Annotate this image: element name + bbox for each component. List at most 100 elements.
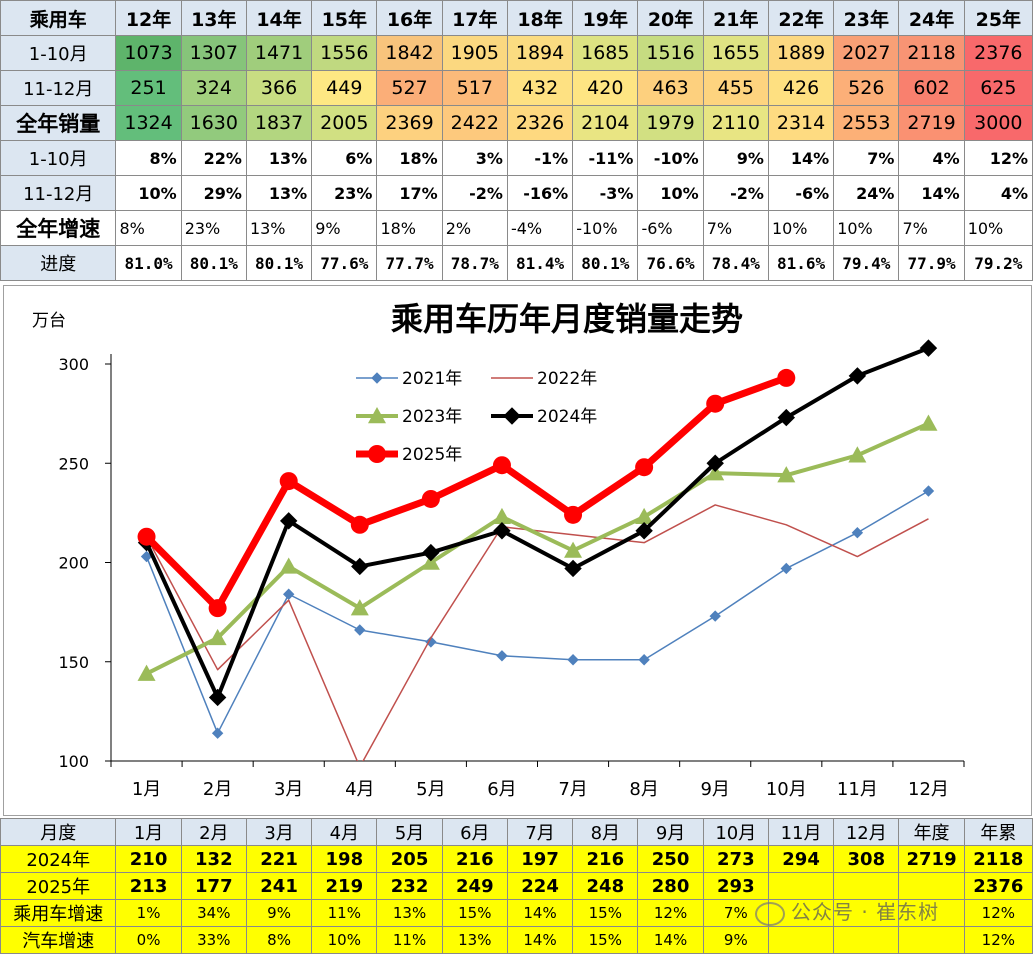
- progress-cell: 79.4%: [833, 245, 900, 281]
- volume-cell: 3000: [963, 105, 1034, 141]
- comparison-cell: 12%: [637, 899, 704, 927]
- year-header: 18年: [506, 0, 574, 36]
- row-label: 11-12月: [0, 175, 117, 211]
- growth-cell: -10%: [637, 140, 704, 176]
- watermark-text: 公众号 · 崔东树: [791, 900, 940, 924]
- data-point: [421, 489, 440, 508]
- data-point: [350, 599, 369, 616]
- growth-cell: 4%: [898, 140, 965, 176]
- comparison-cell: 224: [506, 872, 574, 900]
- comparison-cell: 2118: [963, 845, 1034, 873]
- data-point: [919, 339, 938, 357]
- year-header: 13年: [180, 0, 247, 36]
- volume-cell: 1073: [115, 35, 182, 71]
- growth-cell: 13%: [245, 175, 313, 211]
- year-header: 21年: [702, 0, 769, 36]
- month-header: 11月: [767, 818, 835, 846]
- x-tick-label: 9月: [700, 779, 729, 800]
- volume-cell: 1837: [245, 105, 313, 141]
- y-tick-label: 300: [58, 355, 89, 374]
- row-label: 1-10月: [0, 35, 117, 71]
- x-tick-label: 8月: [629, 779, 658, 800]
- volume-cell: 625: [963, 70, 1034, 106]
- y-axis-label: 万台: [32, 311, 66, 331]
- month-header: 4月: [311, 818, 378, 846]
- comparison-cell: 2376: [963, 872, 1034, 900]
- volume-cell: 251: [115, 70, 182, 106]
- growth-cell: 18%: [376, 140, 443, 176]
- x-tick-label: 4月: [345, 779, 374, 800]
- comparison-cell: 15%: [572, 926, 639, 954]
- volume-cell: 2422: [441, 105, 508, 141]
- x-tick-label: 10月: [766, 779, 807, 800]
- progress-cell: 80.1%: [180, 245, 247, 281]
- comparison-cell: 1%: [115, 899, 182, 927]
- growth-cell: 8%: [115, 140, 182, 176]
- legend-label: 2022年: [537, 369, 597, 389]
- year-header: 19年: [572, 0, 639, 36]
- x-tick-label: 11月: [837, 779, 878, 800]
- year-header: 17年: [441, 0, 508, 36]
- growth-cell: 14%: [767, 140, 835, 176]
- comparison-cell: 13%: [376, 899, 443, 927]
- volume-cell: 1630: [180, 105, 247, 141]
- corner-cell: 乘用车: [0, 0, 117, 36]
- growth-cell: 6%: [311, 140, 378, 176]
- data-point: [492, 456, 511, 475]
- data-point: [777, 466, 796, 483]
- year-header: 24年: [898, 0, 965, 36]
- growth-cell: 10%: [963, 210, 1034, 246]
- volume-cell: 366: [245, 70, 313, 106]
- year-header: 16年: [376, 0, 443, 36]
- monthly-sales-chart: 乘用车历年月度销量走势 万台 100 150 200 250 300 1月 2月 3月 4月 5月 6月…: [3, 285, 1032, 816]
- row-label: 2024年: [0, 845, 117, 873]
- comparison-row: 乘用车增速 1% 34% 9% 11% 13% 15% 14% 15% 12% 7% 12%: [0, 899, 1034, 927]
- comparison-cell: 293: [702, 872, 769, 900]
- volume-cell: 2110: [702, 105, 769, 141]
- growth-cell: -3%: [572, 175, 639, 211]
- growth-cell: 14%: [898, 175, 965, 211]
- growth-cell: 7%: [702, 210, 769, 246]
- month-header: 9月: [637, 818, 704, 846]
- growth-cell: 29%: [180, 175, 247, 211]
- comparison-cell: 0%: [115, 926, 182, 954]
- comparison-cell: 2719: [898, 845, 965, 873]
- legend-swatch-marker: [368, 445, 386, 463]
- data-point: [137, 527, 156, 546]
- comparison-cell: 249: [441, 872, 508, 900]
- data-point: [564, 541, 583, 558]
- volume-cell: 449: [311, 70, 378, 106]
- comparison-row: 2025年 213 177 241 219 232 249 224 248 280 293 2376: [0, 872, 1034, 900]
- growth-row: 11-12月 10% 29% 13% 23% 17% -2% -16% -3% 10% -2% -6%…: [0, 175, 1034, 211]
- volume-cell: 2376: [963, 35, 1034, 71]
- month-header: 12月: [833, 818, 900, 846]
- x-tick-label: 6月: [487, 779, 516, 800]
- data-point: [211, 727, 224, 739]
- comparison-cell: 11%: [376, 926, 443, 954]
- comparison-cell: 9%: [702, 926, 769, 954]
- comparison-cell: 9%: [245, 899, 313, 927]
- comparison-cell: 294: [767, 845, 835, 873]
- data-point: [780, 562, 792, 575]
- data-point: [851, 527, 864, 539]
- growth-cell: 24%: [833, 175, 900, 211]
- volume-cell: 1685: [572, 35, 639, 71]
- progress-cell: 77.9%: [898, 245, 965, 281]
- comparison-cell: 14%: [506, 926, 574, 954]
- legend-label: 2024年: [537, 407, 597, 427]
- annual-sales-table: 乘用车 12年 13年 14年 15年 16年 17年 18年 19年 20年 21年 22年 23年 2…: [0, 0, 1034, 281]
- comparison-cell: 15%: [441, 899, 508, 927]
- volume-cell: 1889: [767, 35, 835, 71]
- volume-cell: 455: [702, 70, 769, 106]
- comparison-cell: 213: [115, 872, 182, 900]
- data-point: [638, 654, 650, 666]
- data-point: [567, 654, 579, 666]
- volume-cell: 1894: [506, 35, 574, 71]
- growth-cell: 10%: [767, 210, 835, 246]
- data-point: [137, 664, 156, 681]
- data-point: [706, 454, 724, 472]
- data-point: [280, 512, 298, 530]
- data-point: [140, 550, 153, 563]
- data-point: [564, 559, 582, 578]
- volume-row: 1-10月 1073 1307 1471 1556 1842 1905 1894 1685 151…: [0, 35, 1034, 71]
